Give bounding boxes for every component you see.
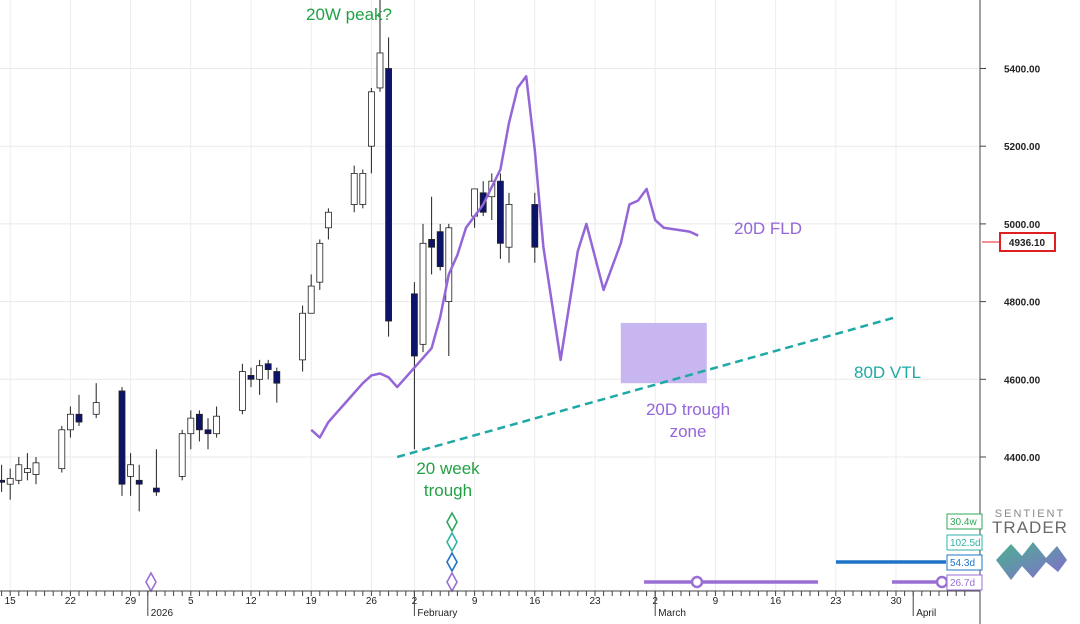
candle bbox=[6, 468, 14, 500]
x-major-label: March bbox=[658, 608, 686, 619]
trough-zone bbox=[620, 322, 707, 384]
logo-mark-icon bbox=[996, 542, 1067, 580]
candle bbox=[92, 383, 100, 419]
x-tick-label: 23 bbox=[830, 596, 842, 607]
candle bbox=[247, 367, 255, 388]
candle bbox=[359, 169, 367, 209]
fld-polyline bbox=[310, 75, 699, 439]
y-tick-label: 5000.00 bbox=[1004, 220, 1041, 231]
candle bbox=[410, 282, 418, 450]
cycle-label-30w: 30.4w bbox=[950, 517, 977, 528]
candle bbox=[531, 192, 539, 263]
candle bbox=[0, 464, 6, 492]
candle bbox=[187, 410, 195, 450]
candle bbox=[75, 394, 83, 426]
x-tick-label: 29 bbox=[125, 596, 137, 607]
candle bbox=[436, 223, 444, 271]
candle bbox=[178, 429, 186, 481]
candle bbox=[316, 239, 324, 290]
candle bbox=[385, 37, 393, 337]
candle bbox=[135, 464, 143, 512]
candle bbox=[118, 387, 126, 496]
candle bbox=[496, 173, 504, 259]
trough-annotation-line1: 20 week bbox=[416, 459, 480, 478]
brand-line2: TRADER bbox=[992, 518, 1068, 537]
x-tick-label: 26 bbox=[366, 596, 378, 607]
x-tick-label: 5 bbox=[188, 596, 194, 607]
candle bbox=[23, 453, 31, 481]
candle bbox=[307, 274, 315, 314]
candle bbox=[273, 367, 281, 403]
brand-logo: SENTIENT TRADER bbox=[992, 508, 1068, 580]
x-axis-ticks: 152229202651219262February916232March916… bbox=[1, 591, 966, 619]
x-tick-label: 22 bbox=[65, 596, 77, 607]
x-tick-label: 15 bbox=[5, 596, 17, 607]
x-tick-label: 30 bbox=[890, 596, 902, 607]
vtl-trendline bbox=[396, 315, 897, 459]
y-tick-label: 4800.00 bbox=[1004, 298, 1041, 309]
x-tick-label: 12 bbox=[245, 596, 257, 607]
candle bbox=[204, 418, 212, 450]
trough-annotation-line2: trough bbox=[424, 481, 472, 500]
candle bbox=[367, 87, 375, 174]
zone-label-line2: zone bbox=[670, 422, 707, 441]
fld-line bbox=[310, 75, 699, 439]
x-tick-label: 23 bbox=[589, 596, 601, 607]
x-tick-label: 19 bbox=[306, 596, 318, 607]
x-major-label: 2026 bbox=[151, 608, 174, 619]
x-major-label: April bbox=[916, 608, 936, 619]
last-price-tag: 4936.10 bbox=[982, 232, 1056, 252]
y-tick-label: 4600.00 bbox=[1004, 375, 1041, 386]
y-tick-label: 5400.00 bbox=[1004, 65, 1041, 76]
x-tick-label: 9 bbox=[472, 596, 478, 607]
projection-center-icon bbox=[690, 575, 704, 589]
candle bbox=[213, 406, 221, 438]
candle bbox=[67, 406, 74, 438]
x-tick-label: 16 bbox=[770, 596, 782, 607]
candle bbox=[32, 457, 40, 485]
vtl-line bbox=[396, 315, 897, 459]
y-tick-label: 5200.00 bbox=[1004, 142, 1041, 153]
candle bbox=[350, 165, 358, 213]
candle bbox=[238, 363, 246, 415]
brand-line1: SENTIENT bbox=[995, 508, 1065, 520]
y-axis-ticks: 4400.00 4600.00 4800.00 5000.00 5200.00 5400.… bbox=[980, 65, 1041, 464]
cycle-label-54d: 54.3d bbox=[950, 558, 975, 569]
fld-label: 20D FLD bbox=[734, 219, 802, 238]
candle bbox=[428, 196, 436, 275]
candle bbox=[58, 425, 66, 473]
candle bbox=[127, 453, 134, 496]
cycle-diamond-icon bbox=[446, 551, 458, 573]
cycle-diamond-icon bbox=[446, 511, 458, 533]
peak-annotation: 20W peak? bbox=[306, 5, 392, 24]
trough-zone-rect bbox=[620, 322, 707, 384]
vtl-label: 80D VTL bbox=[854, 363, 921, 382]
last-price-value: 4936.10 bbox=[1009, 238, 1046, 249]
cycle-diamond-icon bbox=[446, 531, 458, 553]
zone-label-line1: 20D trough bbox=[646, 400, 730, 419]
x-tick-label: 16 bbox=[529, 596, 541, 607]
candle bbox=[419, 223, 427, 353]
candle bbox=[195, 410, 203, 442]
candle bbox=[264, 359, 272, 380]
x-tick-label: 9 bbox=[713, 596, 719, 607]
candle bbox=[376, 0, 384, 92]
candle bbox=[324, 208, 332, 240]
projection-center-icon bbox=[935, 575, 949, 589]
candle bbox=[256, 359, 264, 395]
cycle-label-group: 30.4w 102.5d 54.3d 26.7d bbox=[946, 513, 983, 591]
candle bbox=[152, 449, 160, 496]
cycle-label-102d: 102.5d bbox=[950, 538, 981, 549]
cycle-label-26d: 26.7d bbox=[950, 578, 975, 589]
candle bbox=[15, 457, 23, 485]
x-major-label: February bbox=[417, 608, 457, 619]
candle bbox=[505, 192, 513, 263]
candle bbox=[299, 305, 307, 372]
y-tick-label: 4400.00 bbox=[1004, 453, 1041, 464]
